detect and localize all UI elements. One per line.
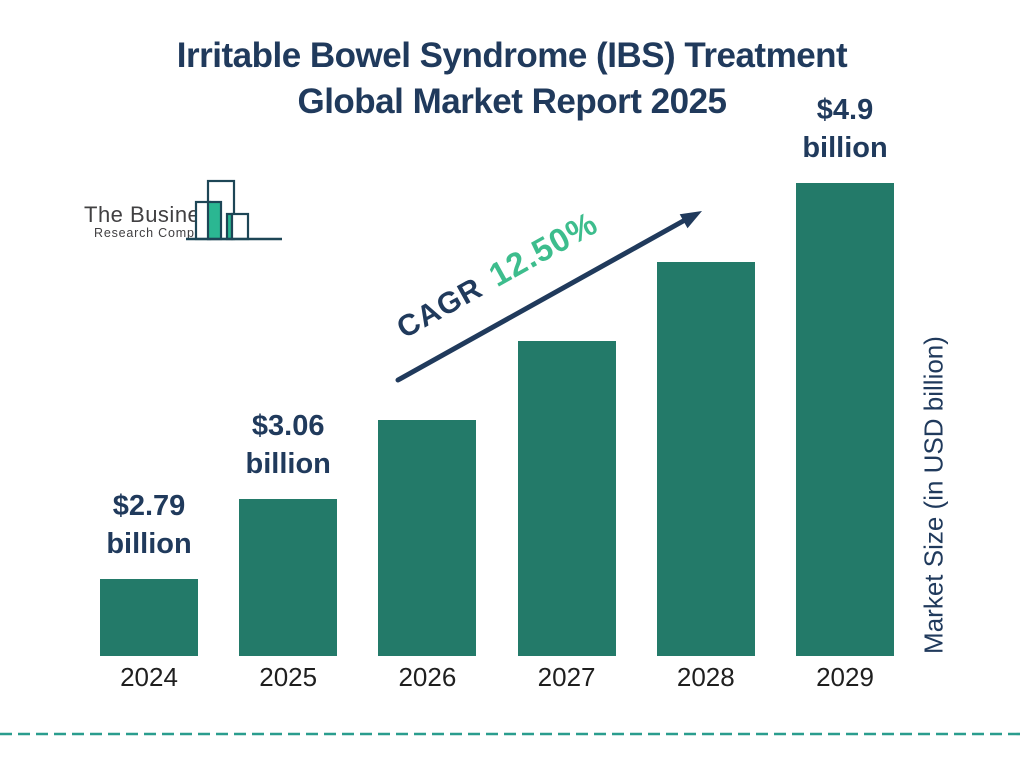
- bar-2024: [100, 579, 198, 656]
- page-title-line2: Global Market Report 2025: [297, 82, 727, 121]
- x-axis-label-2026: 2026: [398, 662, 457, 692]
- bar-2025: [239, 499, 338, 656]
- bar-2028: [656, 262, 755, 656]
- value-amount: $2.79: [112, 490, 186, 522]
- bar-2026: [378, 420, 477, 656]
- value-unit: billion: [106, 528, 192, 560]
- value-label-2029: $4.9 billion: [775, 91, 915, 167]
- x-axis-label-2025: 2025: [259, 662, 318, 692]
- bottom-dashed-divider: [0, 732, 1024, 736]
- bar-2029: [796, 183, 894, 656]
- x-axis-label-2028: 2028: [676, 662, 735, 692]
- value-label-2025: $3.06 billion: [218, 407, 358, 483]
- bar-chart-logo-icon: [186, 179, 282, 241]
- x-axis-label-2027: 2027: [537, 662, 596, 692]
- value-unit: billion: [802, 132, 888, 164]
- bar-2027: [517, 341, 616, 656]
- x-axis-label-2024: 2024: [120, 662, 178, 692]
- page-title: Irritable Bowel Syndrome (IBS) Treatment…: [0, 33, 1024, 125]
- logo-company-subname: Research Company: [94, 226, 218, 240]
- value-amount: $4.9: [816, 94, 874, 126]
- value-unit: billion: [245, 448, 331, 480]
- page-title-line1: Irritable Bowel Syndrome (IBS) Treatment: [176, 36, 848, 75]
- x-axis-label-2029: 2029: [816, 662, 874, 692]
- value-label-2024: $2.79 billion: [79, 487, 219, 563]
- y-axis-title: Market Size (in USD billion): [918, 336, 949, 654]
- value-amount: $3.06: [251, 410, 325, 442]
